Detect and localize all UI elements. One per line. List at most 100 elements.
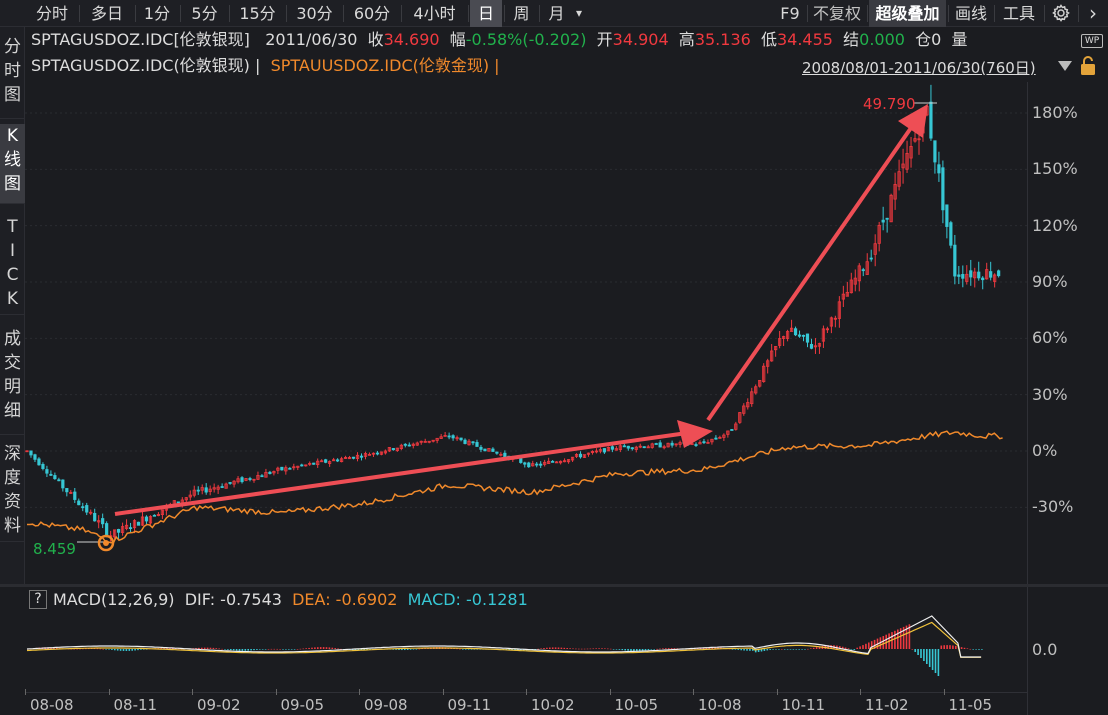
date-range-link[interactable]: 2008/08/01-2011/06/30(760日) [802,59,1036,77]
low-value: 34.455 [776,30,833,49]
date-tick-mark [776,689,778,695]
gear-icon [1052,4,1070,22]
date-tick-mark [25,689,26,695]
candles [25,84,1001,542]
date-axis-tick: 11-02 [865,696,909,714]
settings-button[interactable] [1046,0,1076,27]
side-tab-tick[interactable]: T I C K [0,215,25,315]
low-label: 低 [760,30,777,49]
date-axis-tick: 09-05 [280,696,325,714]
max-price-label: 49.790 [863,95,916,113]
date-tick-mark [108,689,110,695]
period-tab-week[interactable]: 周 [513,4,530,23]
date-axis-tick: 09-11 [447,696,492,714]
min-price-label: 8.459 [33,540,76,558]
period-tab-4hour[interactable]: 4小时 [413,4,456,23]
side-tab-profile[interactable]: 深 度 资 料 [0,442,25,542]
side-tab-kline[interactable]: K 线 图 [0,124,25,204]
draw-line-button[interactable]: 画线 [954,4,987,23]
panel-divider[interactable] [0,584,1108,587]
high-label: 高 [678,30,695,49]
macd-value: MACD: -0.1281 [407,590,528,609]
price-axis-tick: 0% [1032,441,1058,460]
period-tab-day[interactable]: 日 [470,0,502,27]
price-axis-tick: 180% [1032,103,1078,122]
settle-value: 0.000 [859,30,905,49]
date-axis-tick: 10-11 [781,696,826,714]
no-adjust-button[interactable]: 不复权 [812,4,861,23]
macd-zero-label: 0.0 [1032,640,1058,659]
open-value: 34.904 [612,30,669,49]
open-label: 开 [596,30,613,49]
side-tab-intraday[interactable]: 分 时 图 [0,35,25,119]
period-more-dropdown-icon[interactable]: ▾ [575,6,583,20]
period-tab-month[interactable]: 月 [548,4,565,23]
volume-label: 量 [951,30,968,49]
date-tick-mark [442,689,444,695]
close-value: 34.690 [383,30,440,49]
lock-icon[interactable] [1079,56,1097,76]
help-icon[interactable]: ? [29,590,47,609]
main-series-label[interactable]: SPTAGUSDOZ.IDC(伦敦银现) | [31,56,261,75]
date-tick-mark [860,689,861,695]
side-tab-trades[interactable]: 成 交 明 细 [0,327,25,435]
settle-label: 结 [843,30,860,49]
period-tab-multiday[interactable]: 多日 [90,4,123,23]
compare-series-label[interactable]: SPTAUUSDOZ.IDC(伦敦金现) | [270,56,500,75]
quote-date: 2011/06/30 [265,30,358,49]
macd-dea: DEA: -0.6902 [292,590,398,609]
period-tab-5min[interactable]: 5分 [191,4,218,23]
side-tab-bar: 分 时 图 K 线 图 T I C K 成 交 明 细 深 度 资 料 [0,27,25,585]
period-toolbar: 分时 多日 1分 5分 15分 30分 60分 4小时 日 周 月 ▾ F9 不… [0,0,1108,27]
period-tab-60min[interactable]: 60分 [353,4,391,23]
date-axis-tick: 11-05 [948,696,993,714]
period-tab-1min[interactable]: 1分 [143,4,171,23]
dif-line [26,615,982,658]
price-chart[interactable]: 49.790 8.459 [25,82,1108,584]
price-axis-tick: 120% [1032,215,1078,235]
price-axis-tick: 90% [1032,272,1068,291]
date-axis-tick: 08-11 [113,696,158,714]
macd-title[interactable]: MACD(12,26,9) [53,590,175,609]
symbol-label: SPTAGUSDOZ.IDC[伦敦银现] [31,30,250,49]
date-tick-mark [693,689,694,695]
quote-info-row: SPTAGUSDOZ.IDC[伦敦银现] 2011/06/30 收34.690 … [31,29,968,51]
date-axis-tick: 09-08 [364,696,408,714]
date-tick-mark [943,689,945,695]
price-axis-tick: 150% [1032,159,1078,179]
price-axis-tick: -30% [1032,497,1074,517]
period-tab-30min[interactable]: 30分 [296,4,333,23]
date-tick-mark [526,689,527,695]
macd-chart[interactable] [25,612,1028,690]
date-axis-tick: 10-02 [531,696,575,714]
position-label: 仓 [915,30,932,49]
tools-button[interactable]: 工具 [1002,4,1035,23]
price-axis-tick: 30% [1032,384,1068,404]
trend-arrow-up-lower [114,420,713,516]
period-tab-intraday[interactable]: 分时 [35,4,68,23]
min-marker: 8.459 [33,534,115,558]
close-label: 收 [367,30,384,49]
gold-overlay-line [27,430,1003,544]
date-tick-mark [359,689,360,695]
date-axis: 08-08 08-11 09-02 09-05 09-08 09-11 10-02 10-05… [25,689,1027,715]
overlay-legend-row: SPTAGUSDOZ.IDC(伦敦银现) | SPTAUUSDOZ.IDC(伦敦… [31,55,500,77]
date-tick-mark [275,689,277,695]
caret-down-icon[interactable] [1058,61,1072,71]
high-value: 35.136 [694,30,751,49]
change-label: 幅 [449,30,466,49]
date-tick-mark [192,689,193,695]
period-tab-15min[interactable]: 15分 [239,4,276,23]
super-overlay-button[interactable]: 超级叠加 [869,0,946,27]
chevron-right-icon[interactable]: › [1089,1,1097,25]
change-pct-value: -0.58% [465,30,523,49]
position-value: 0 [931,30,942,49]
wp-icon[interactable]: WP [1081,34,1103,48]
chart-grid [25,112,1027,508]
macd-legend: MACD(12,26,9) DIF: -0.7543 DEA: -0.6902 … [53,588,528,612]
f9-button[interactable]: F9 [780,4,800,23]
max-marker: 49.790 [863,95,937,113]
date-tick-mark [609,689,611,695]
trend-arrow-up-upper [706,104,928,422]
